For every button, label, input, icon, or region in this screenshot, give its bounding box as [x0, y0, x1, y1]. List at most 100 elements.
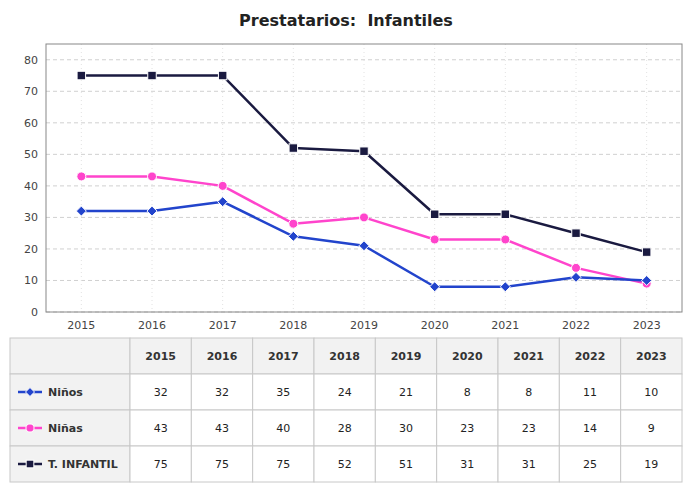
grid [46, 44, 682, 312]
series-line [81, 176, 646, 283]
table-value: 24 [338, 386, 352, 399]
legend-label: Niñas [48, 422, 83, 435]
table-value: 21 [399, 386, 413, 399]
legend-entry: Niños [18, 386, 83, 399]
table-cell [437, 410, 498, 446]
y-tick-label: 30 [24, 211, 38, 224]
legend-swatch-marker [26, 424, 34, 432]
table-value: 43 [154, 422, 168, 435]
point [571, 272, 581, 282]
legend-label: Niños [48, 386, 83, 399]
point [148, 71, 157, 80]
table-value: 32 [154, 386, 168, 399]
table-cell [375, 446, 436, 482]
table-value: 75 [276, 458, 290, 471]
x-tick-label: 2023 [633, 319, 661, 332]
table-cell [130, 374, 191, 410]
table-cell [10, 410, 130, 446]
point [147, 206, 157, 216]
grid-line-x [505, 44, 506, 312]
x-tick-label: 2019 [350, 319, 378, 332]
grid-line-y [46, 122, 682, 123]
table-cell [10, 374, 130, 410]
point [288, 231, 298, 241]
table-cell [437, 338, 498, 374]
point [218, 197, 228, 207]
table-cell [498, 338, 559, 374]
grid-line-x [364, 44, 365, 312]
point [218, 71, 227, 80]
table-cell [10, 338, 130, 374]
table-value: 31 [460, 458, 474, 471]
table-cell [314, 446, 375, 482]
point [360, 147, 369, 156]
table-value: 25 [583, 458, 597, 471]
table-cell [191, 374, 252, 410]
table-value: 11 [583, 386, 597, 399]
point [289, 144, 298, 153]
y-tick-label: 20 [24, 243, 38, 256]
x-tick-label: 2016 [138, 319, 166, 332]
point [148, 172, 157, 181]
chart-container: Prestatarios: Infantiles0102030405060708… [0, 0, 692, 493]
title: Prestatarios: Infantiles [239, 11, 453, 30]
table-value: 23 [522, 422, 536, 435]
table-header: 2020 [452, 350, 483, 363]
point [572, 229, 581, 238]
table-value: 43 [215, 422, 229, 435]
table-cell [314, 410, 375, 446]
grid-line-x [646, 44, 647, 312]
grid-line-y [46, 185, 682, 186]
x-tick-label: 2021 [491, 319, 519, 332]
table-cell [10, 446, 130, 482]
table-cell [130, 446, 191, 482]
table-cell [559, 338, 620, 374]
legend-entry: T. INFANTIL [18, 458, 118, 471]
chart-svg: Prestatarios: Infantiles0102030405060708… [0, 0, 692, 493]
table-cell [559, 374, 620, 410]
point [218, 181, 227, 190]
table-header: 2016 [207, 350, 238, 363]
table-value: 32 [215, 386, 229, 399]
table-cell [559, 410, 620, 446]
table-cell [253, 446, 314, 482]
table-cell [437, 446, 498, 482]
table-header: 2017 [268, 350, 299, 363]
legend-label: T. INFANTIL [48, 458, 118, 471]
point [77, 172, 86, 181]
legend-swatch-marker [26, 460, 34, 468]
grid-line-x [434, 44, 435, 312]
y-tick-label: 0 [31, 306, 38, 319]
table-cell [559, 446, 620, 482]
table-cell [498, 446, 559, 482]
table-value: 19 [644, 458, 658, 471]
table-value: 28 [338, 422, 352, 435]
table-value: 9 [648, 422, 655, 435]
table-value: 52 [338, 458, 352, 471]
point [76, 206, 86, 216]
table-value: 75 [215, 458, 229, 471]
table-cell [130, 410, 191, 446]
y-tick-label: 10 [24, 274, 38, 287]
legend-entry: Niñas [18, 422, 83, 435]
table-cell [375, 338, 436, 374]
x-tick-label: 2017 [209, 319, 237, 332]
y-tick-label: 40 [24, 180, 38, 193]
table-cell [498, 374, 559, 410]
table-value: 40 [276, 422, 290, 435]
table-cell [437, 374, 498, 410]
table-header: 2021 [513, 350, 544, 363]
plot-frame [46, 44, 682, 312]
grid-line-x [293, 44, 294, 312]
table-cell [130, 338, 191, 374]
series-line [81, 202, 646, 287]
table-value: 30 [399, 422, 413, 435]
point [430, 210, 439, 219]
table-cell [621, 374, 682, 410]
x-tick-label: 2018 [279, 319, 307, 332]
table-header: 2015 [145, 350, 176, 363]
x-tick-label: 2020 [421, 319, 449, 332]
point [359, 241, 369, 251]
point [289, 219, 298, 228]
table-cell [253, 410, 314, 446]
